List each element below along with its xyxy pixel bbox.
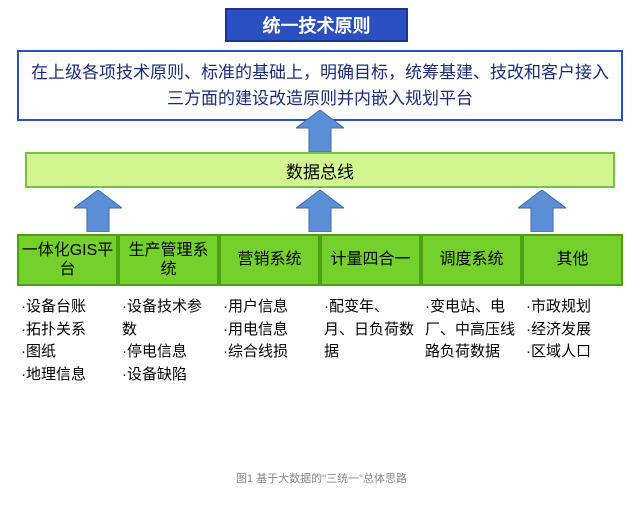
column-head: 计量四合一 [320,234,421,286]
column-body: ·市政规划·经济发展·区域人口 [522,290,623,438]
column-item: ·用电信息 [223,319,316,342]
column-item: ·地理信息 [21,364,114,387]
up-arrow-icon [296,190,344,232]
column-body: ·设备台账·拓扑关系·图纸·地理信息 [17,290,118,438]
column-item: ·拓扑关系 [21,319,114,342]
column-item: ·停电信息 [122,341,215,364]
column-head: 生产管理系统 [118,234,219,286]
title-box: 统一技术原则 [225,8,408,42]
column-head-text: 一体化GIS平台 [21,241,114,279]
column-head-text: 营销系统 [237,250,301,269]
column-item: ·设备台账 [21,296,114,319]
up-arrow-icon [296,110,344,152]
column-item: ·区域人口 [526,341,619,364]
column-item: ·市政规划 [526,296,619,319]
column-item: ·设备技术参数 [122,296,215,341]
column-head: 调度系统 [421,234,522,286]
column-body: ·设备技术参数·停电信息·设备缺陷 [118,290,219,438]
description-text: 在上级各项技术原则、标准的基础上，明确目标，统筹基建、技改和客户接入三方面的建设… [31,63,609,108]
column-head-text: 计量四合一 [330,250,410,269]
column-head-text: 生产管理系统 [122,241,215,279]
column-item: ·图纸 [21,341,114,364]
column-item: ·综合线损 [223,341,316,364]
column-item: ·配变年、月、日负荷数据 [324,296,417,364]
column-item: ·设备缺陷 [122,364,215,387]
caption-text: 图1 基于大数据的"三统一"总体思路 [236,473,407,485]
up-arrow-icon [74,190,122,232]
column-body: ·用户信息·用电信息·综合线损 [219,290,320,438]
column-body: ·变电站、电厂、中高压线路负荷数据 [421,290,522,438]
column-head: 其他 [522,234,623,286]
column-item: ·用户信息 [223,296,316,319]
column-item: ·经济发展 [526,319,619,342]
figure-caption: 图1 基于大数据的"三统一"总体思路 [0,470,643,486]
title-text: 统一技术原则 [263,12,371,38]
data-bus-box: 数据总线 [25,152,615,188]
column-head: 营销系统 [219,234,320,286]
column-head-text: 其他 [556,250,588,269]
column-head: 一体化GIS平台 [17,234,118,286]
column-item: ·变电站、电厂、中高压线路负荷数据 [425,296,518,364]
data-bus-text: 数据总线 [286,158,354,183]
column-head-text: 调度系统 [439,250,503,269]
up-arrow-icon [518,190,566,232]
column-body: ·配变年、月、日负荷数据 [320,290,421,438]
